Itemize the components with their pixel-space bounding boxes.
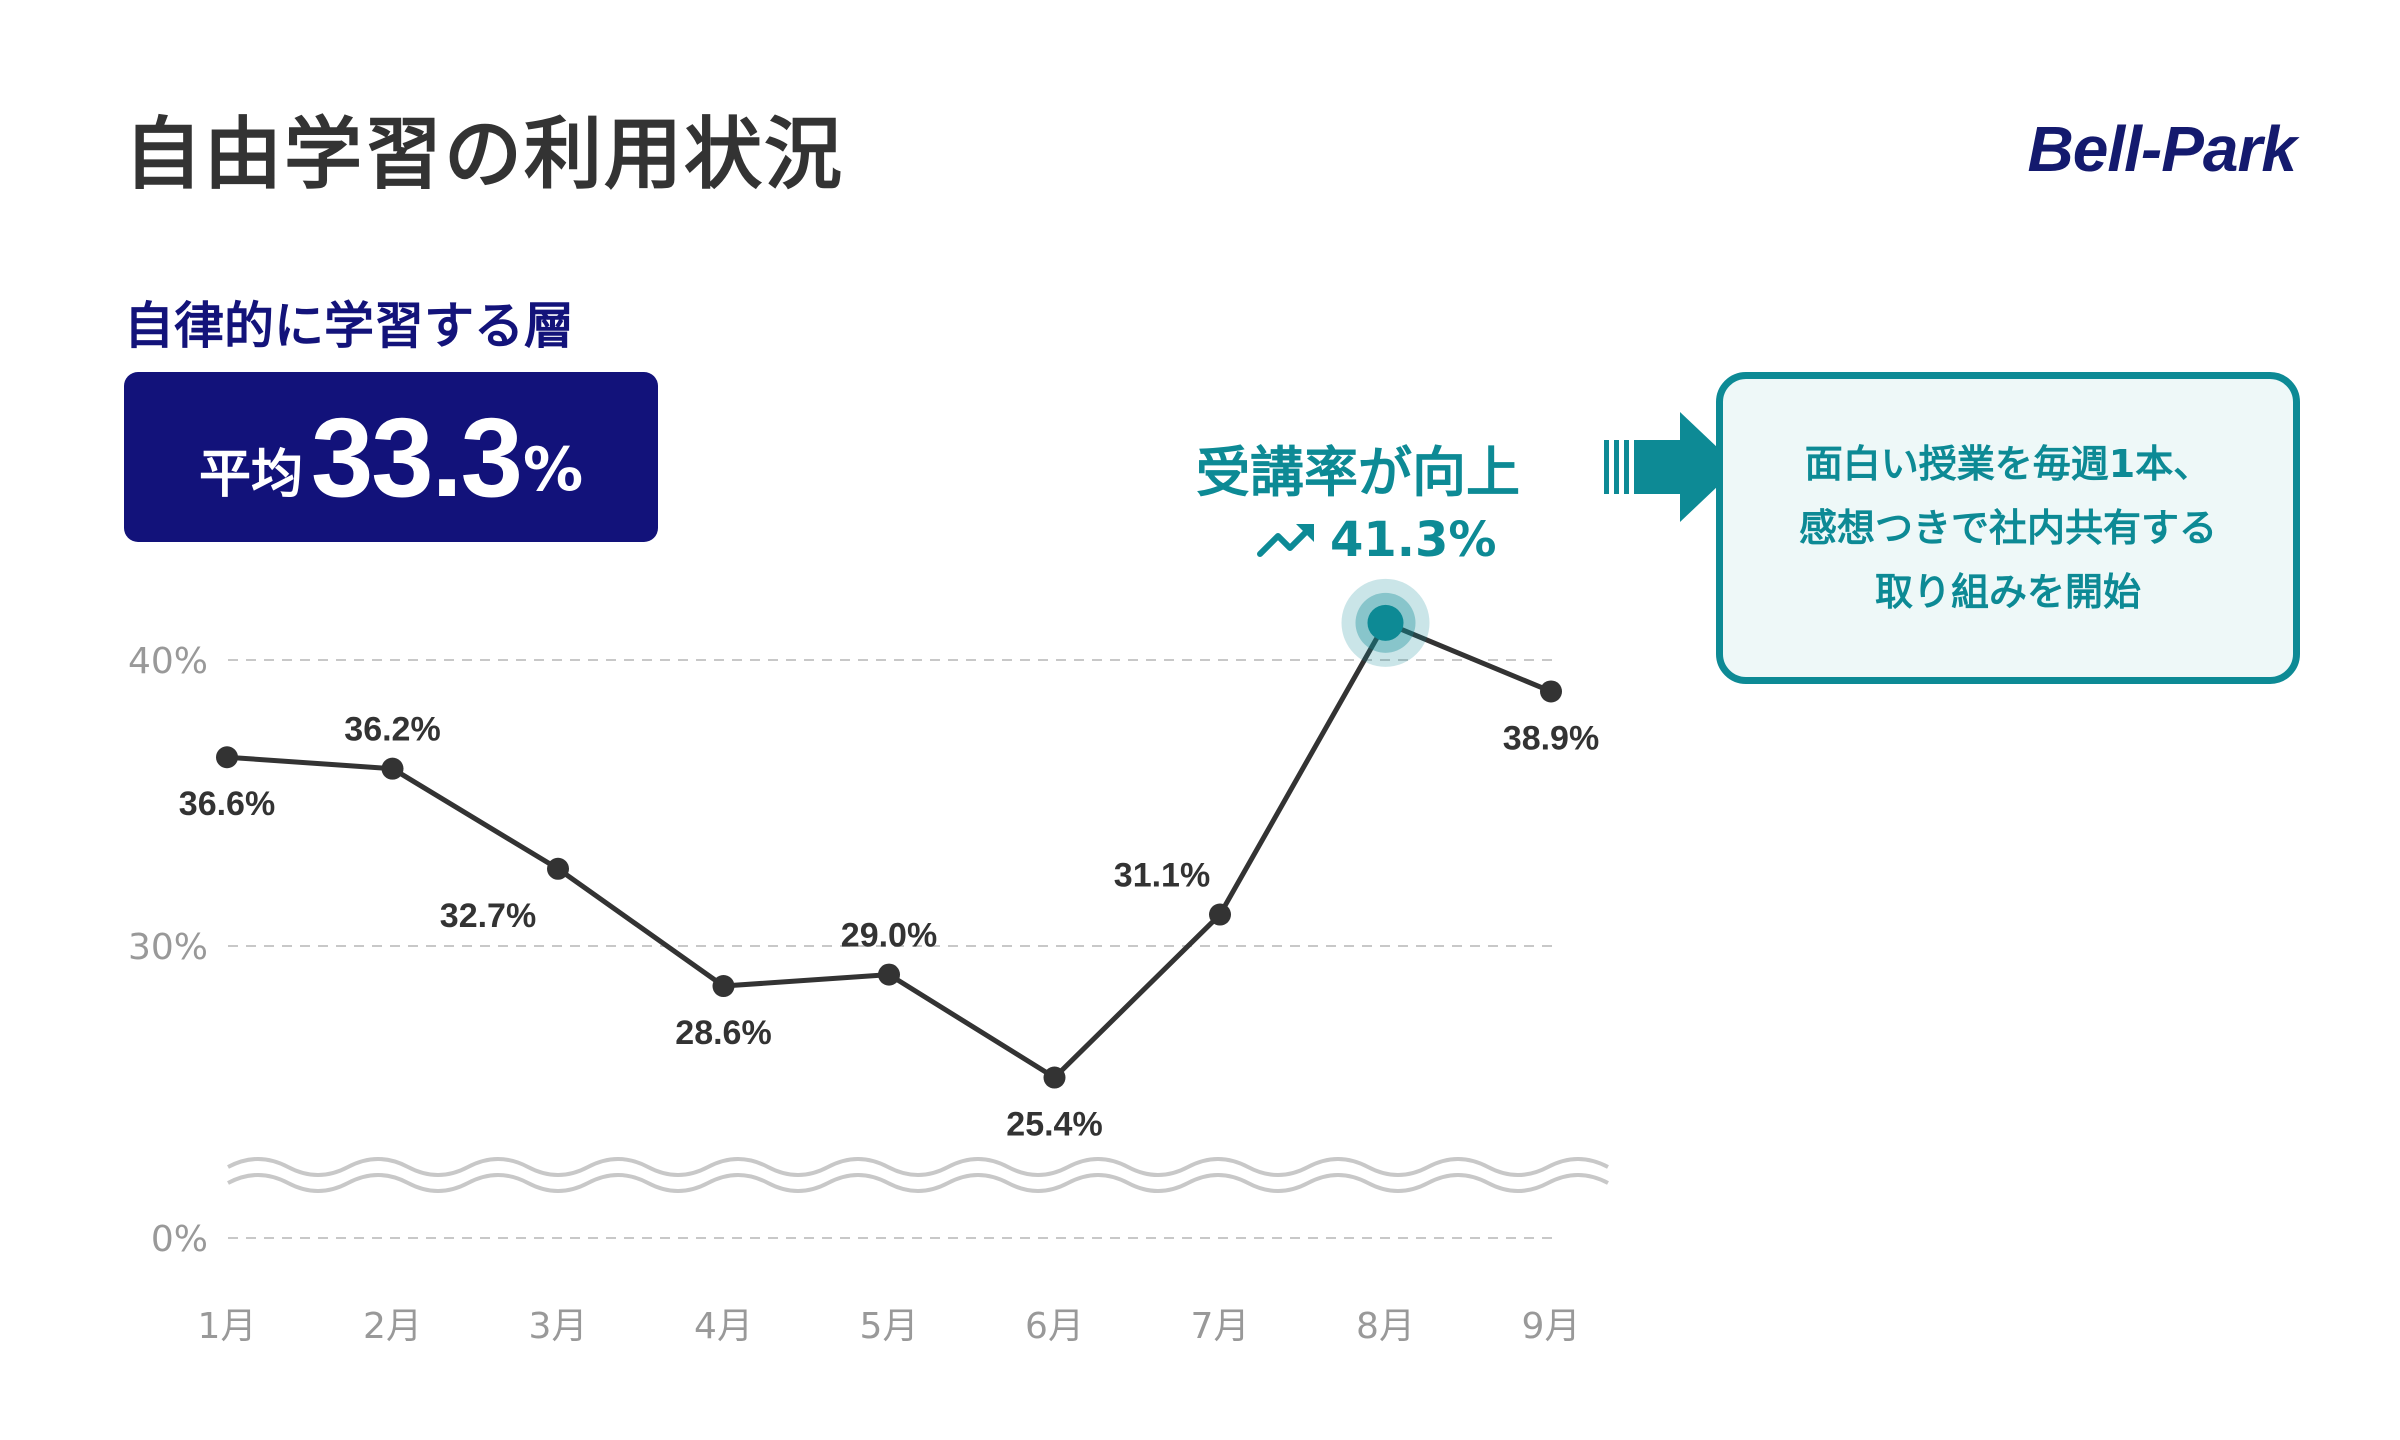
- data-label: 29.0%: [841, 917, 937, 955]
- axis-break-wave-lower: [227, 1173, 1609, 1193]
- data-label: 28.6%: [675, 1014, 771, 1052]
- note-line-3: 取り組みを開始: [1874, 570, 2141, 614]
- series-line-layer: [226, 620, 1552, 1081]
- data-label: 25.4%: [1006, 1106, 1102, 1144]
- trending-up-icon: [1257, 524, 1314, 557]
- x-tick-label: 1月: [198, 1306, 257, 1347]
- arrow-right-icon: [1604, 412, 1738, 522]
- data-label: 38.9%: [1503, 719, 1599, 757]
- x-axis-labels: 1月 2月 3月 4月 5月 6月 7月 8月 9月: [198, 1306, 1581, 1347]
- y-tick-label: 0%: [151, 1219, 208, 1260]
- note-line-1: 面白い授業を毎週1本、: [1804, 442, 2212, 486]
- data-point: [381, 757, 404, 780]
- callout-value: 41.3%: [1330, 512, 1497, 568]
- data-label: 36.6%: [179, 785, 275, 823]
- y-tick-label: 40%: [128, 641, 208, 682]
- data-point-layer: [216, 578, 1562, 1089]
- x-tick-label: 2月: [363, 1306, 422, 1347]
- average-value: 33.3: [310, 394, 523, 520]
- data-label: 32.7%: [440, 897, 536, 935]
- data-label: 31.1%: [1114, 857, 1210, 895]
- x-tick-label: 9月: [1522, 1306, 1581, 1347]
- callout-value-row: 41.3%: [1256, 512, 1497, 568]
- initiative-note: 面白い授業を毎週1本、 感想つきで社内共有する 取り組みを開始: [1716, 372, 2300, 684]
- data-point: [1043, 1066, 1066, 1089]
- page-title: 自由学習の利用状況: [124, 110, 845, 200]
- highlight-data-point: [1367, 604, 1404, 641]
- brand-logo: Bell-Park: [2027, 113, 2297, 185]
- x-tick-label: 8月: [1356, 1306, 1415, 1347]
- grid-layer: 40% 30% 0%: [128, 641, 1560, 1260]
- data-point: [1209, 903, 1231, 926]
- average-badge: 平均 33.3 %: [124, 372, 658, 542]
- data-point: [216, 746, 238, 769]
- data-point: [878, 963, 900, 986]
- data-point: [1540, 680, 1562, 703]
- data-label-layer: 36.6% 36.2% 32.7% 28.6% 29.0% 25.4% 31.1% 38.9%: [179, 711, 1599, 1144]
- axis-break-wave-upper: [227, 1157, 1609, 1177]
- x-tick-label: 7月: [1191, 1306, 1250, 1347]
- x-tick-label: 3月: [529, 1306, 588, 1347]
- data-point: [547, 857, 569, 880]
- x-tick-label: 4月: [694, 1306, 753, 1347]
- average-label: 平均: [198, 444, 303, 505]
- note-line-2: 感想つきで社内共有する: [1798, 506, 2217, 550]
- series-line: [226, 620, 1552, 1081]
- average-unit: %: [522, 435, 584, 505]
- callout-headline: 受講率が向上: [1196, 441, 1520, 504]
- data-point: [712, 975, 735, 998]
- y-tick-label: 30%: [128, 927, 208, 968]
- section-subtitle: 自律的に学習する層: [124, 297, 574, 355]
- x-tick-label: 6月: [1025, 1306, 1084, 1347]
- data-label: 36.2%: [344, 711, 440, 749]
- x-tick-label: 5月: [860, 1306, 919, 1347]
- axis-break: [227, 1157, 1609, 1193]
